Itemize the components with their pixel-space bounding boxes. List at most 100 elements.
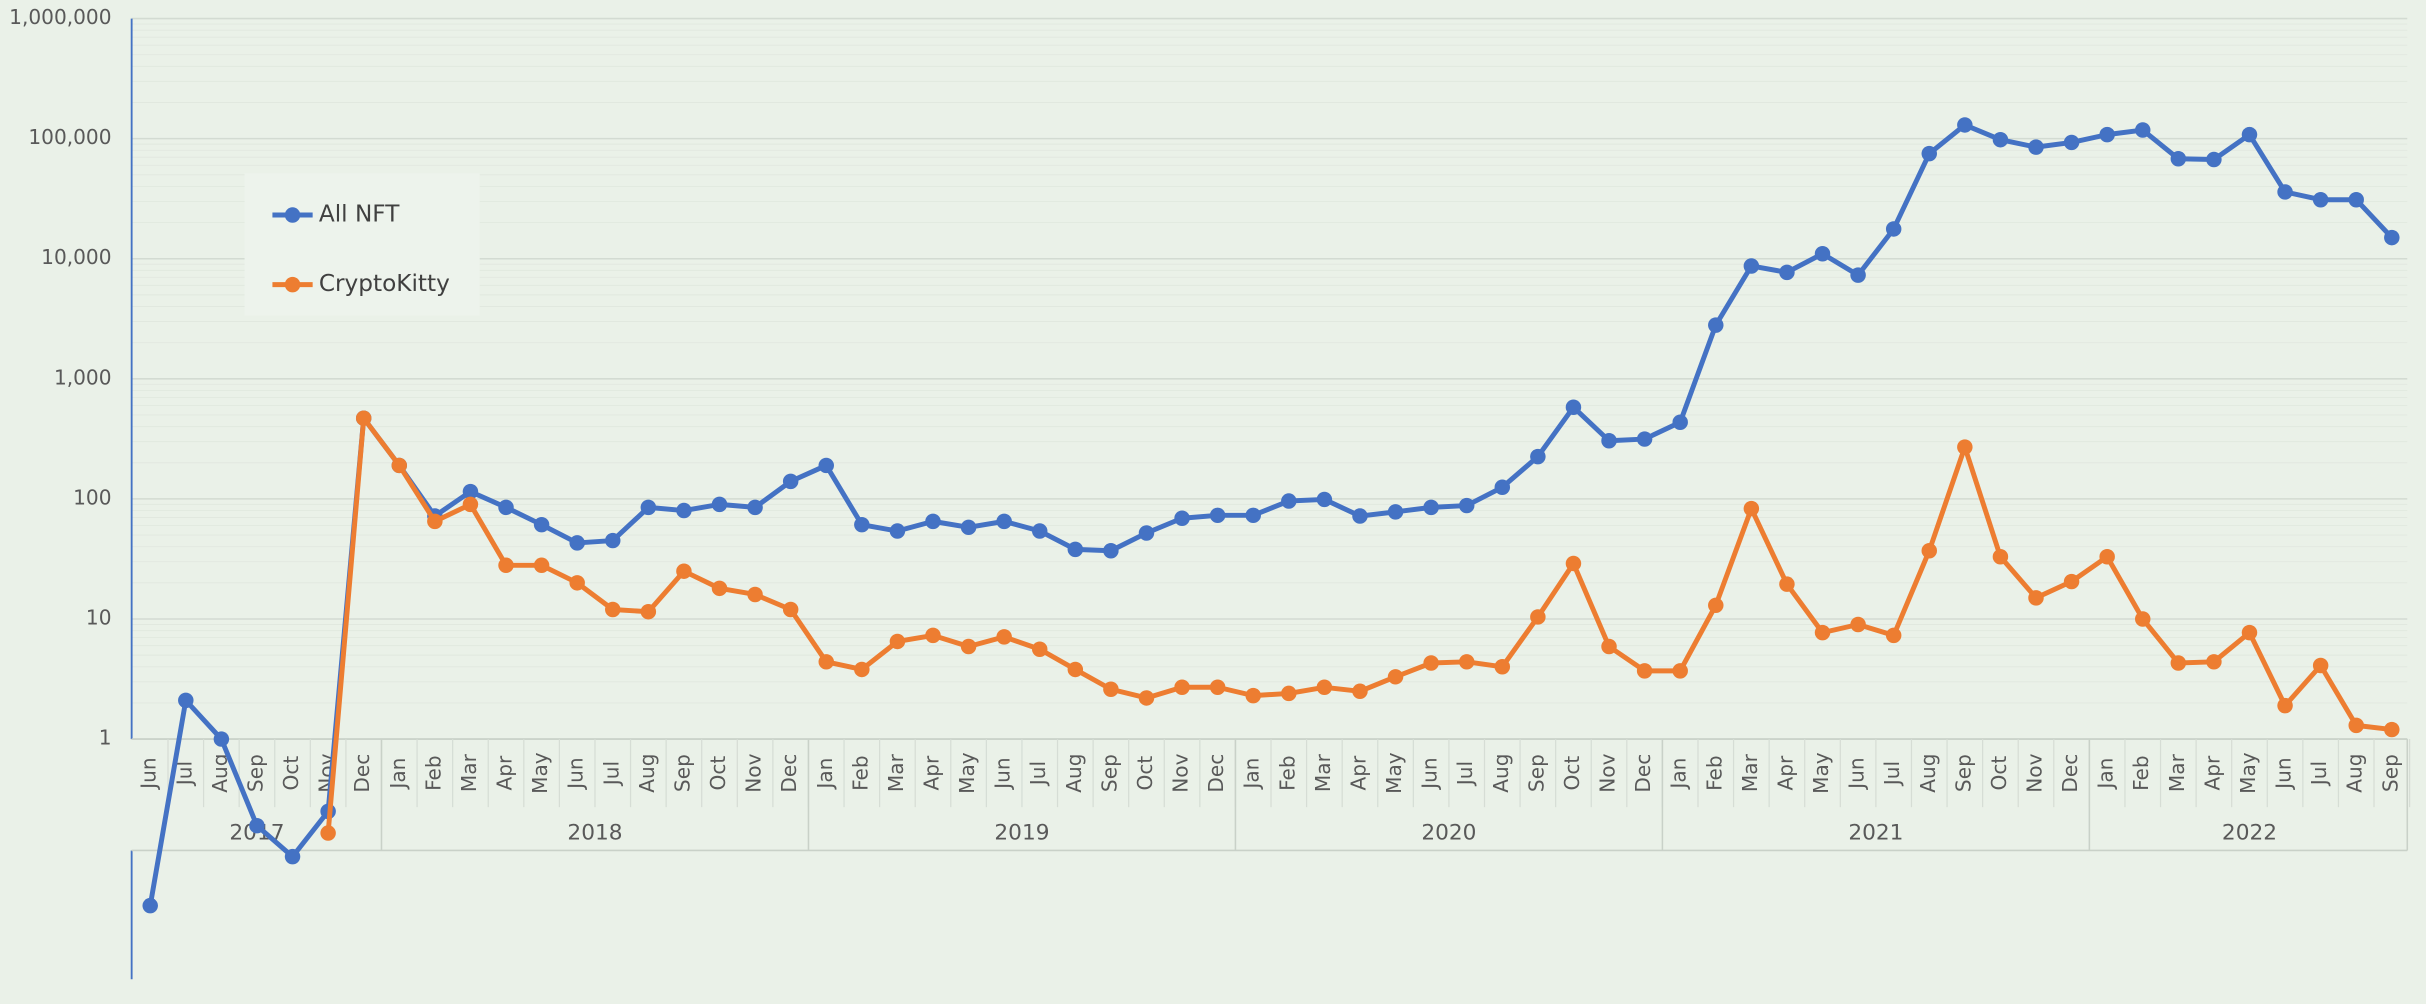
- x-tick-label: Dec: [350, 754, 374, 793]
- data-point: [925, 627, 941, 644]
- x-group-label: 2018: [567, 820, 622, 845]
- data-point: [1530, 609, 1546, 625]
- data-point: [2063, 134, 2080, 151]
- data-point: [1387, 504, 1404, 520]
- data-point: [1921, 145, 1937, 162]
- x-tick-label: Jul: [1453, 761, 1477, 787]
- data-point: [1174, 510, 1190, 526]
- data-point: [1067, 661, 1084, 678]
- data-point: [889, 633, 906, 650]
- x-tick-label: Dec: [1204, 754, 1228, 793]
- data-point: [2028, 139, 2044, 155]
- data-point: [1743, 500, 1760, 517]
- x-tick-label: Oct: [1987, 756, 2011, 791]
- data-point: [2135, 122, 2151, 138]
- data-point: [2241, 126, 2258, 143]
- data-point: [1814, 246, 1831, 262]
- data-point: [391, 457, 408, 474]
- data-point: [1423, 655, 1439, 671]
- data-point: [1992, 131, 2009, 148]
- legend-label: CryptoKitty: [319, 270, 450, 297]
- series-line: [147, 122, 2394, 907]
- x-tick-label: Aug: [1489, 753, 1513, 792]
- x-tick-label: Feb: [848, 755, 872, 791]
- data-point: [142, 897, 158, 914]
- x-tick-label: Sep: [2378, 754, 2402, 792]
- x-tick-label: Apr: [1346, 755, 1370, 791]
- data-point: [1458, 497, 1475, 514]
- x-tick-label: Dec: [2058, 754, 2082, 793]
- x-tick-label: Jun: [1418, 757, 1442, 790]
- data-point: [2384, 229, 2400, 246]
- data-point: [1032, 641, 1048, 657]
- x-tick-label: Mar: [1311, 753, 1335, 792]
- data-point: [676, 563, 692, 579]
- x-tick-label: Aug: [1916, 753, 1940, 792]
- data-point: [462, 496, 479, 513]
- x-tick-label: Mar: [457, 753, 481, 792]
- x-tick-label: Jan: [2094, 758, 2118, 791]
- x-tick-label: Jun: [2272, 757, 2296, 790]
- x-tick-label: Dec: [1631, 754, 1655, 793]
- data-point: [1174, 679, 1190, 696]
- data-point: [2241, 624, 2258, 641]
- data-point: [533, 516, 550, 533]
- data-point: [178, 692, 194, 709]
- data-point: [1423, 499, 1439, 516]
- x-tick-label: Oct: [706, 756, 730, 791]
- x-tick-label: May: [1382, 752, 1406, 794]
- x-tick-label: Apr: [2200, 755, 2224, 791]
- y-tick-label: 1,000,000: [9, 5, 111, 29]
- data-point: [462, 483, 479, 500]
- data-point: [605, 532, 621, 549]
- data-point: [1636, 431, 1653, 447]
- data-point: [1245, 687, 1261, 704]
- data-point: [1814, 624, 1831, 641]
- x-group-label: 2019: [994, 820, 1049, 845]
- x-tick-label: Jan: [1240, 758, 1264, 791]
- data-point: [1458, 654, 1475, 670]
- x-tick-label: Jan: [1667, 758, 1691, 791]
- data-point: [996, 513, 1012, 530]
- data-point: [2348, 191, 2364, 208]
- x-tick-label: May: [1809, 752, 1833, 794]
- legend-marker: [284, 276, 301, 293]
- data-point: [1885, 627, 1902, 644]
- data-point: [1494, 479, 1511, 496]
- data-point: [2170, 655, 2187, 671]
- x-tick-label: Sep: [1097, 754, 1121, 792]
- data-point: [1885, 221, 1902, 237]
- x-tick-label: Jun: [137, 757, 161, 790]
- x-tick-label: May: [528, 752, 552, 794]
- x-tick-label: Apr: [1773, 755, 1797, 791]
- data-point: [889, 523, 906, 539]
- x-tick-label: Aug: [635, 753, 659, 792]
- data-point: [640, 499, 657, 516]
- data-point: [533, 557, 550, 574]
- x-tick-label: May: [2236, 752, 2260, 794]
- data-point: [1992, 548, 2009, 565]
- data-point: [2028, 590, 2044, 606]
- x-tick-label: Mar: [1738, 753, 1762, 792]
- data-point: [569, 535, 585, 551]
- data-point: [2384, 721, 2400, 738]
- x-tick-label: Feb: [1702, 755, 1726, 791]
- x-tick-label: Aug: [1062, 753, 1086, 792]
- data-point: [2063, 573, 2080, 590]
- data-point: [1316, 679, 1333, 696]
- legend-box: [244, 173, 480, 316]
- data-point: [1957, 439, 1973, 455]
- x-tick-label: Sep: [1951, 754, 1975, 792]
- data-point: [1316, 491, 1333, 508]
- x-tick-label: Jun: [991, 757, 1015, 790]
- x-tick-label: Jul: [1026, 761, 1050, 787]
- x-tick-label: Oct: [1560, 756, 1584, 791]
- data-point: [213, 731, 230, 747]
- axes: 1 10 100 1,000 10,000 100,000 1,000,000 Jun Jul A…: [9, 5, 2411, 980]
- data-point: [1779, 576, 1795, 592]
- data-point: [640, 603, 657, 620]
- data-point: [1281, 493, 1297, 509]
- x-tick-label: Nov: [2023, 753, 2047, 792]
- data-point: [676, 502, 692, 519]
